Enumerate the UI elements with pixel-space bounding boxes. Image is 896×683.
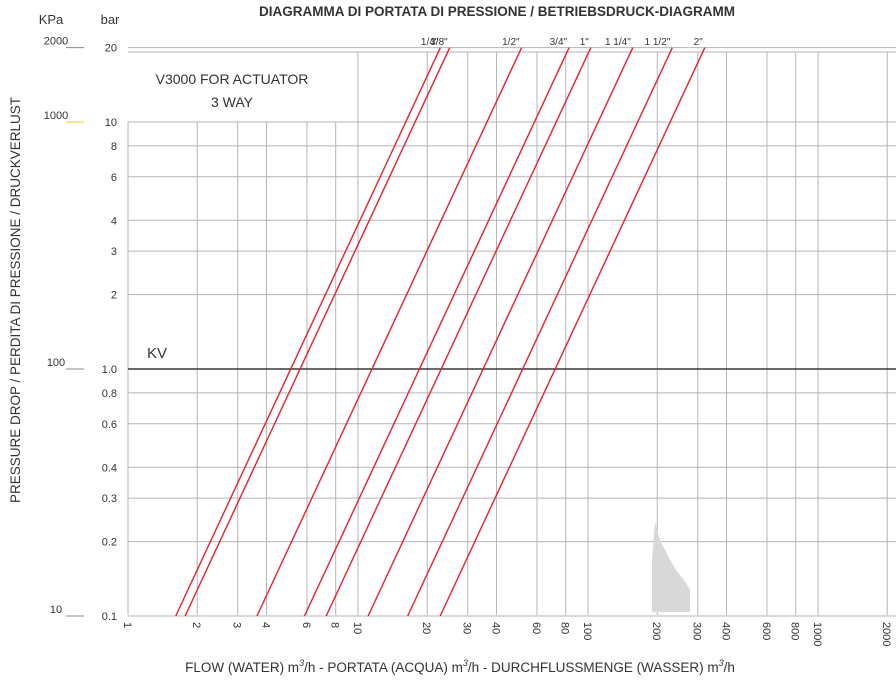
series-label: 1/4" bbox=[421, 37, 439, 48]
y-tick-label-kpa: 2000 bbox=[44, 36, 68, 48]
x-tick-label: 40 bbox=[489, 622, 501, 634]
x-tick-label: 600 bbox=[760, 622, 772, 640]
x-tick-label: 400 bbox=[719, 622, 731, 640]
y-tick-label-kpa: 100 bbox=[47, 357, 65, 369]
x-tick-label: 20 bbox=[420, 622, 432, 634]
x-tick-label: 60 bbox=[530, 622, 542, 634]
y-tick-label-bar: 4 bbox=[111, 215, 117, 227]
x-tick-label: 10 bbox=[351, 622, 363, 634]
chart-subtitle-2: 3 WAY bbox=[211, 94, 254, 110]
series-label: 1 1/4" bbox=[605, 37, 631, 48]
x-tick-label: 2 bbox=[190, 622, 202, 628]
x-tick-label: 80 bbox=[559, 622, 571, 634]
y-tick-label-kpa: 10 bbox=[50, 604, 62, 616]
chart-subtitle: V3000 FOR ACTUATOR bbox=[156, 71, 309, 87]
series-label: 1 1/2" bbox=[645, 37, 671, 48]
x-tick-label: 1000 bbox=[811, 622, 823, 646]
y-tick-label-bar: 0.6 bbox=[102, 419, 117, 431]
series-line bbox=[256, 47, 523, 617]
x-tick-label: 800 bbox=[789, 622, 801, 640]
y-tick-label-bar: 0.1 bbox=[102, 611, 117, 623]
x-tick-label: 100 bbox=[581, 622, 593, 640]
x-tick-label: 1 bbox=[121, 622, 133, 628]
series-label: 2" bbox=[694, 37, 704, 48]
series-label: 3/8" bbox=[430, 37, 448, 48]
grid bbox=[127, 47, 896, 617]
x-tick-label: 30 bbox=[461, 622, 473, 634]
y-tick-label-bar: 2 bbox=[111, 290, 117, 302]
series-line bbox=[184, 47, 451, 617]
x-tick-label: 4 bbox=[259, 622, 271, 628]
series-line bbox=[439, 47, 706, 617]
y-tick-label-bar: 10 bbox=[105, 117, 117, 129]
x-tick-label: 6 bbox=[300, 622, 312, 628]
y-tick-label-bar: 1.0 bbox=[102, 364, 117, 376]
series-labels: 1/4"3/8" 1/2" 3/4" 1" 1 1/4" 1 1/2" 2" bbox=[421, 37, 703, 48]
y-tick-label-bar: 0.4 bbox=[102, 462, 117, 474]
series-line bbox=[303, 47, 570, 617]
series-label: 1" bbox=[580, 37, 590, 48]
x-tick-label: 300 bbox=[691, 622, 703, 640]
x-tick-label: 8 bbox=[329, 622, 341, 628]
x-tick-label: 2000 bbox=[880, 622, 892, 646]
x-tick-label: 3 bbox=[231, 622, 243, 628]
series-line bbox=[407, 47, 673, 617]
y-tick-labels: 0.1 0.2 0.3 0.4 0.6 0.8 1.0 2 3 4 6 8 10 20 10 100 1000 2… bbox=[44, 36, 117, 623]
y-unit-bar: bar bbox=[101, 12, 120, 27]
y-tick-label-kpa: 1000 bbox=[44, 110, 68, 122]
series-label: 3/4" bbox=[550, 37, 568, 48]
kv-label: KV bbox=[147, 345, 167, 362]
series-lines bbox=[175, 47, 706, 617]
y-axis-label: PRESSURE DROP / PERDITA DI PRESSIONE / D… bbox=[8, 97, 23, 503]
watermark-shape bbox=[652, 522, 690, 612]
chart-title: DIAGRAMMA DI PORTATA DI PRESSIONE / BETR… bbox=[259, 4, 735, 19]
y-tick-label-bar: 6 bbox=[111, 172, 117, 184]
series-label: 1/2" bbox=[502, 37, 520, 48]
y-tick-label-bar: 0.3 bbox=[102, 493, 117, 505]
x-tick-label: 200 bbox=[650, 622, 662, 640]
series-line bbox=[175, 47, 441, 617]
series-line bbox=[325, 47, 592, 617]
y-tick-label-bar: 0.8 bbox=[102, 388, 117, 400]
y-unit-kpa: KPa bbox=[39, 12, 64, 27]
y-tick-label-bar: 3 bbox=[111, 246, 117, 258]
y-tick-label-bar: 8 bbox=[111, 141, 117, 153]
series-line bbox=[367, 47, 634, 617]
y-tick-label-bar: 0.2 bbox=[102, 537, 117, 549]
y-tick-label-bar: 20 bbox=[105, 43, 117, 55]
x-axis-label: FLOW (WATER) m3/h - PORTATA (ACQUA) m3/h… bbox=[185, 658, 735, 675]
x-tick-labels: 1 2 3 4 6 8 10 20 30 40 60 80 100 200 300 400 600 800 1000… bbox=[121, 622, 892, 646]
